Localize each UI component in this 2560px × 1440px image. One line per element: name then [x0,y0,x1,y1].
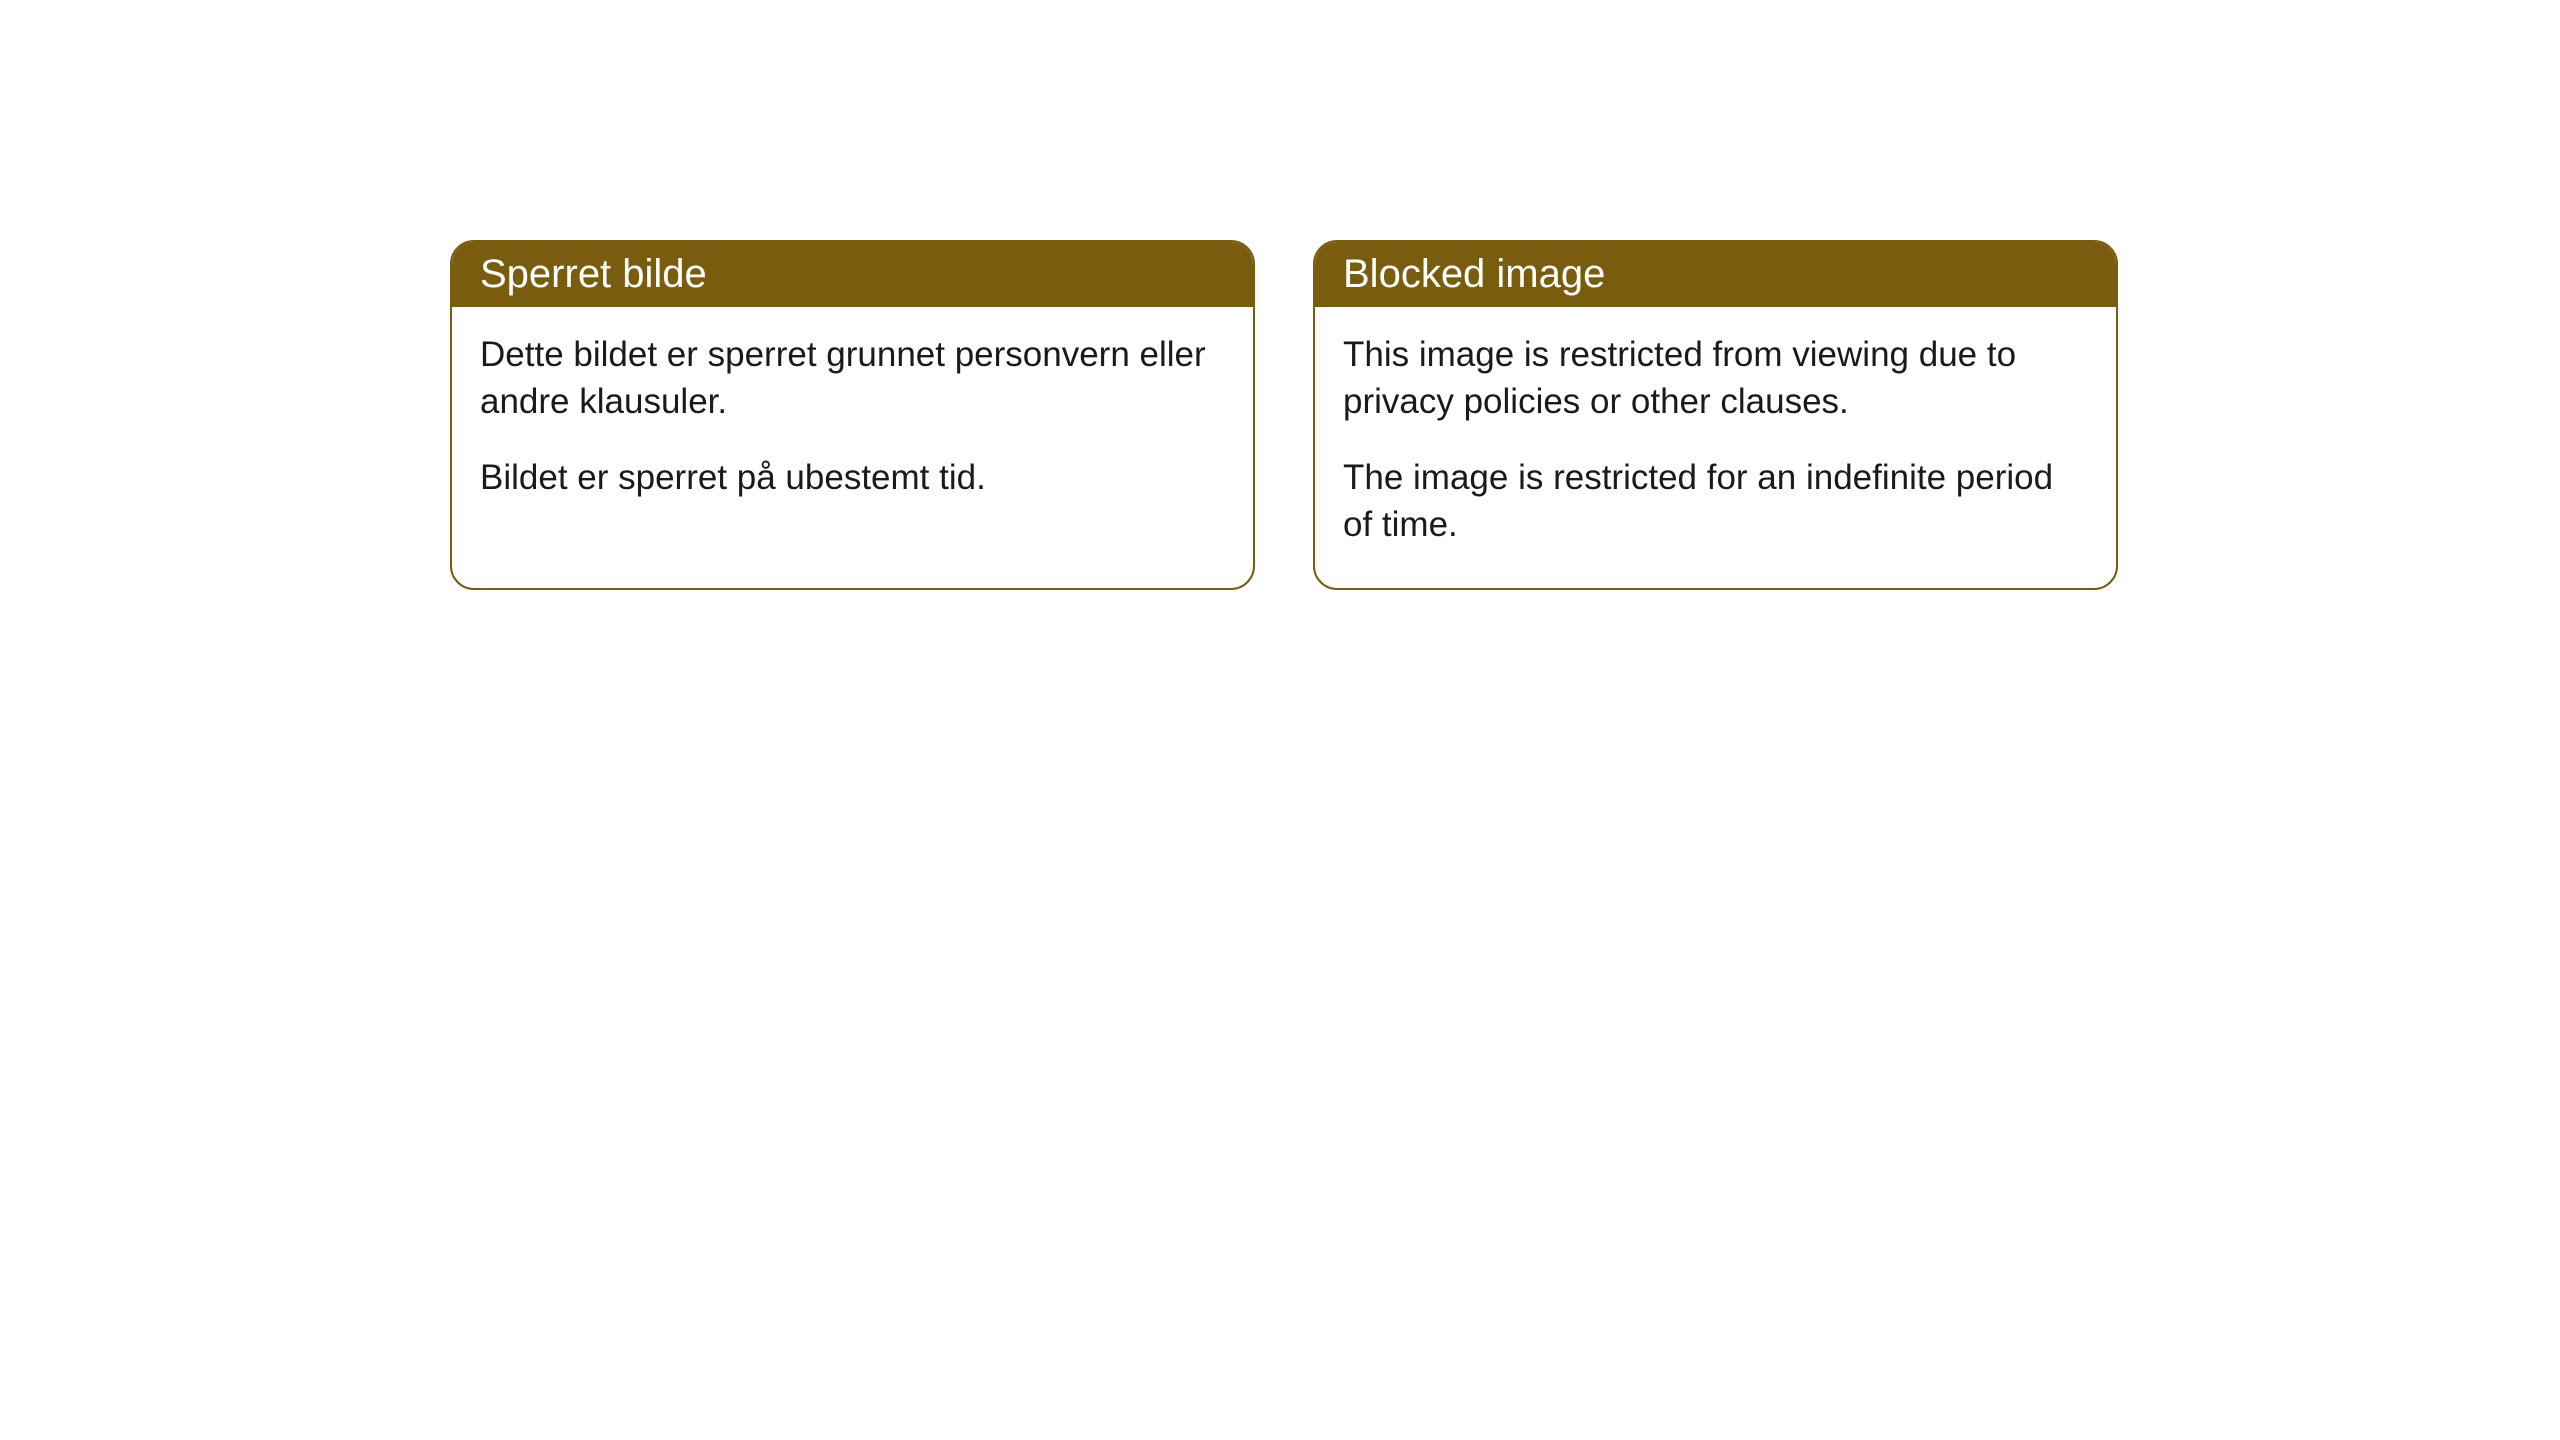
card-body: This image is restricted from viewing du… [1315,307,2116,588]
notice-cards-container: Sperret bilde Dette bildet er sperret gr… [450,240,2118,590]
blocked-image-card-english: Blocked image This image is restricted f… [1313,240,2118,590]
card-paragraph-2: Bildet er sperret på ubestemt tid. [480,454,1225,501]
card-paragraph-1: This image is restricted from viewing du… [1343,331,2088,426]
card-paragraph-1: Dette bildet er sperret grunnet personve… [480,331,1225,426]
card-header: Blocked image [1315,242,2116,307]
card-title: Sperret bilde [480,252,707,296]
card-title: Blocked image [1343,252,1605,296]
card-body: Dette bildet er sperret grunnet personve… [452,307,1253,541]
card-paragraph-2: The image is restricted for an indefinit… [1343,454,2088,549]
card-header: Sperret bilde [452,242,1253,307]
blocked-image-card-norwegian: Sperret bilde Dette bildet er sperret gr… [450,240,1255,590]
